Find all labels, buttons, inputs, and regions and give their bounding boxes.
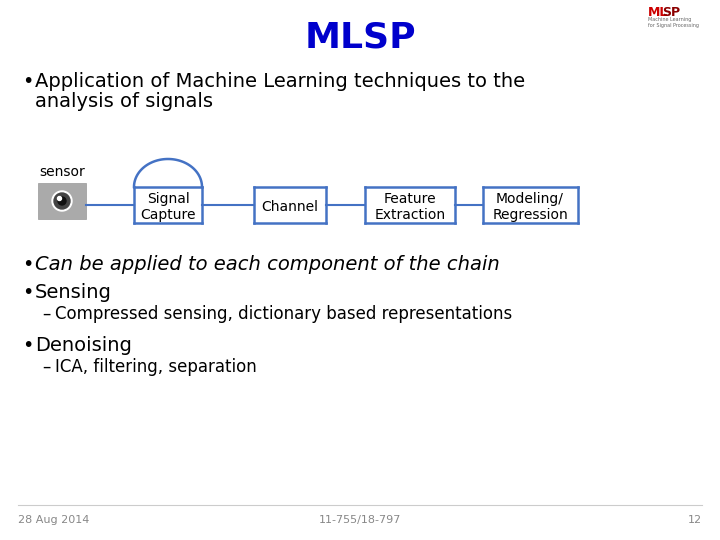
Text: Machine Learning
for Signal Processing: Machine Learning for Signal Processing [648, 17, 699, 28]
Circle shape [54, 193, 70, 209]
Text: •: • [22, 72, 33, 91]
Text: ML: ML [648, 6, 668, 19]
Text: •: • [22, 255, 33, 274]
Text: SP: SP [662, 6, 680, 19]
Text: Can be applied to each component of the chain: Can be applied to each component of the … [35, 255, 500, 274]
Text: –: – [42, 305, 50, 323]
Text: •: • [22, 336, 33, 355]
Text: Signal
Capture: Signal Capture [140, 192, 196, 222]
Text: Denoising: Denoising [35, 336, 132, 355]
Text: Sensing: Sensing [35, 283, 112, 302]
Text: ICA, filtering, separation: ICA, filtering, separation [55, 358, 257, 376]
FancyBboxPatch shape [38, 183, 86, 219]
Text: Feature
Extraction: Feature Extraction [374, 192, 446, 222]
Text: 12: 12 [688, 515, 702, 525]
Text: Application of Machine Learning techniques to the: Application of Machine Learning techniqu… [35, 72, 525, 91]
Circle shape [58, 197, 66, 205]
Circle shape [52, 191, 72, 211]
Text: –: – [42, 358, 50, 376]
Text: 11-755/18-797: 11-755/18-797 [319, 515, 401, 525]
Text: 28 Aug 2014: 28 Aug 2014 [18, 515, 89, 525]
Text: Modeling/
Regression: Modeling/ Regression [492, 192, 568, 222]
Text: analysis of signals: analysis of signals [35, 92, 213, 111]
Text: Compressed sensing, dictionary based representations: Compressed sensing, dictionary based rep… [55, 305, 512, 323]
Text: Channel: Channel [261, 200, 318, 214]
Circle shape [58, 197, 61, 200]
Text: MLSP: MLSP [304, 21, 416, 55]
Text: •: • [22, 283, 33, 302]
Text: sensor: sensor [39, 165, 85, 179]
